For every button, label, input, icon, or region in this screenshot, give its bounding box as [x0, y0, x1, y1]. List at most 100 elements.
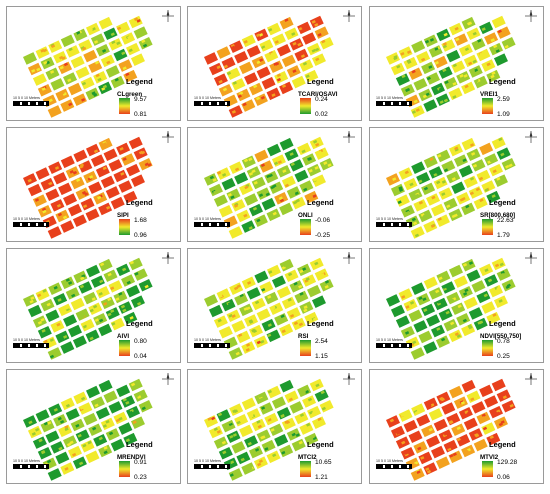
field-plot-patch	[228, 313, 233, 318]
field-plot-patch	[130, 435, 135, 440]
scale-bar-graphic	[376, 222, 412, 227]
field-plot-patch	[268, 270, 273, 275]
field-plot-patch	[222, 87, 228, 92]
field-plot-patch	[263, 324, 268, 328]
field-plot-patch	[82, 204, 88, 209]
index-map-panel-rsi: 10 5 0 10 Meters Legend RSI 2.54 1.15	[187, 248, 362, 363]
field-plot-patch	[298, 322, 304, 327]
field-plot-patch	[486, 24, 491, 28]
field-plot-patch	[491, 317, 496, 322]
field-plot-patch	[467, 21, 473, 26]
field-plot	[319, 399, 334, 413]
field-plot	[23, 294, 38, 307]
legend-min-value: 1.15	[315, 353, 328, 360]
field-plot	[110, 438, 125, 452]
plot-mosaic	[386, 15, 516, 118]
field-plot-patch	[441, 192, 446, 197]
field-plot-patch	[248, 171, 254, 176]
field-plot-patch	[406, 427, 411, 432]
field-plot-patch	[259, 71, 265, 76]
field-plot-patch	[91, 428, 97, 433]
field-plot-patch	[257, 462, 262, 467]
legend-color-ramp	[119, 98, 130, 114]
scale-bar: 10 5 0 10 Meters	[376, 459, 412, 469]
field-plot-patch	[267, 333, 272, 338]
field-plot-patch	[497, 150, 502, 155]
field-plot	[73, 391, 88, 405]
field-plot-patch	[508, 163, 513, 168]
field-plot-patch	[69, 170, 74, 174]
field-plot-patch	[460, 48, 466, 53]
legend-color-ramp	[482, 461, 493, 477]
field-plot-patch	[284, 144, 289, 149]
legend-color-ramp	[482, 219, 493, 235]
field-plot-patch	[30, 296, 35, 301]
field-plot-patch	[306, 422, 311, 427]
field-plot-patch	[248, 466, 253, 471]
field-plot-patch	[475, 203, 480, 208]
scale-bar-graphic	[13, 101, 49, 106]
field-plot-patch	[312, 436, 317, 441]
field-plot	[133, 389, 148, 402]
scale-bar-label: 10 5 0 10 Meters	[376, 338, 403, 342]
plot-mosaic	[386, 257, 516, 360]
field-plot-patch	[96, 37, 101, 42]
field-plot-patch	[96, 167, 102, 172]
field-plot-patch	[215, 441, 221, 446]
field-plot-patch	[292, 69, 297, 74]
field-plot-patch	[481, 27, 486, 32]
field-plot	[304, 190, 319, 204]
field-plot-patch	[416, 470, 421, 475]
field-plot-patch	[309, 410, 314, 415]
field-plot-patch	[469, 421, 474, 425]
field-plot-patch	[76, 153, 81, 158]
field-plot	[75, 429, 90, 442]
field-plot-patch	[246, 66, 251, 71]
field-plot-patch	[75, 330, 80, 335]
field-plot-patch	[65, 200, 70, 204]
field-plot-patch	[271, 215, 276, 220]
field-plot-patch	[422, 94, 428, 99]
field-plot	[408, 188, 423, 202]
field-plot-patch	[303, 308, 308, 313]
field-plot-patch	[470, 397, 475, 402]
field-plot	[213, 73, 228, 86]
field-plot-patch	[64, 425, 69, 429]
field-plot-patch	[236, 80, 241, 85]
field-plot-patch	[449, 390, 455, 395]
field-plot	[229, 40, 244, 53]
field-plot	[309, 136, 324, 150]
field-plot-patch	[59, 65, 64, 70]
field-plot	[110, 196, 125, 210]
field-plot-patch	[311, 411, 316, 415]
field-plot	[435, 456, 450, 469]
field-plot	[73, 28, 88, 42]
field-plot	[408, 309, 423, 323]
field-plot-patch	[72, 452, 77, 457]
index-map-panel-mtvi2: 10 5 0 10 Meters Legend MTVI2 129.28 0.0…	[369, 369, 544, 484]
field-plot-patch	[286, 61, 291, 65]
field-plot-patch	[456, 426, 461, 431]
field-plot-patch	[37, 175, 42, 179]
field-plot-patch	[70, 86, 75, 91]
field-plot-patch	[76, 30, 81, 35]
field-plot	[436, 149, 451, 163]
field-plot-patch	[232, 228, 237, 233]
north-arrow-icon	[162, 252, 174, 264]
scale-bar: 10 5 0 10 Meters	[13, 96, 49, 106]
scale-bar: 10 5 0 10 Meters	[13, 459, 49, 469]
field-plot-patch	[450, 298, 455, 303]
field-plot	[60, 34, 75, 48]
field-plot-patch	[256, 60, 261, 65]
field-plot-patch	[233, 409, 239, 414]
field-plot-patch	[435, 289, 440, 294]
field-plot-patch	[317, 32, 322, 37]
field-plot-patch	[438, 420, 444, 425]
field-plot	[253, 456, 268, 469]
field-plot-patch	[464, 410, 469, 414]
field-plot-patch	[64, 467, 69, 471]
field-plot	[105, 428, 120, 441]
field-plot-patch	[292, 200, 298, 205]
field-plot-patch	[224, 60, 229, 64]
legend-title: Legend	[307, 440, 334, 449]
